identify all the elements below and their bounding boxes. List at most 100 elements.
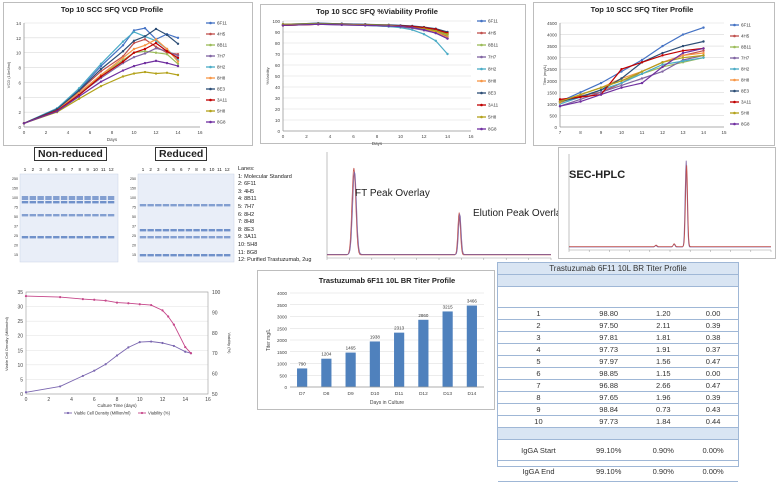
data-point bbox=[121, 40, 125, 43]
data-point bbox=[154, 27, 158, 31]
table-subtitle bbox=[498, 274, 738, 287]
control-row: IgGA Start 99.10% 0.90% 0.00% bbox=[498, 439, 738, 461]
x-tick-label: D13 bbox=[443, 391, 452, 397]
y-tick-label: 2000 bbox=[547, 79, 558, 84]
legend-label: 7H7 bbox=[741, 56, 750, 61]
data-point bbox=[681, 59, 685, 63]
x-tick-label: 0 bbox=[282, 134, 285, 139]
y2-tick-label: 80 bbox=[212, 331, 218, 337]
y-tick-label: 12 bbox=[16, 36, 22, 41]
data-point bbox=[104, 299, 107, 302]
gel-band bbox=[53, 201, 60, 204]
gel-band bbox=[29, 196, 37, 200]
mw-marker-label: 25 bbox=[132, 234, 136, 238]
data-point bbox=[661, 63, 664, 66]
x-tick-label: 10 bbox=[619, 130, 625, 135]
data-point bbox=[143, 52, 147, 55]
mw-marker-label: 250 bbox=[130, 177, 136, 181]
gel-band bbox=[162, 204, 170, 207]
data-point bbox=[99, 64, 103, 68]
gel-band bbox=[100, 196, 107, 200]
gel-band bbox=[201, 204, 208, 207]
sds-page-panel: Non-reduced Reduced 1 2 3 4 5 6 7 8 9 10 11 12 250 15… bbox=[2, 146, 314, 264]
x-tick-label: 4 bbox=[67, 130, 70, 135]
lane-number: 3 bbox=[39, 167, 42, 172]
x-tick-label: 6 bbox=[93, 397, 96, 403]
x-tick-label: 0 bbox=[23, 130, 26, 135]
data-point bbox=[579, 98, 582, 101]
lane-legend-item: 5: 7H7 bbox=[238, 203, 255, 210]
table-cell: 97.73 bbox=[578, 415, 639, 428]
gel-band bbox=[92, 196, 99, 200]
y-tick-label: 1500 bbox=[547, 90, 558, 95]
legend-marker bbox=[733, 56, 736, 60]
legend-label: 8H8 bbox=[741, 78, 750, 83]
data-point bbox=[681, 54, 685, 57]
gel-band bbox=[178, 204, 185, 207]
legend-label: 8H8 bbox=[217, 76, 226, 81]
chart-title: Top 10 SCC SFQ VCD Profile bbox=[61, 5, 163, 14]
legend-label: 8H2 bbox=[488, 67, 497, 72]
data-point bbox=[161, 341, 164, 345]
gel-band bbox=[45, 196, 52, 200]
gel-band bbox=[216, 229, 223, 232]
gel-band bbox=[29, 214, 37, 217]
y-tick-label: 2500 bbox=[547, 67, 558, 72]
gel-band bbox=[100, 236, 107, 239]
gel-band bbox=[76, 236, 83, 239]
data-point bbox=[599, 88, 603, 92]
data-point bbox=[640, 81, 644, 85]
data-point bbox=[446, 52, 449, 56]
x-tick-label: 2 bbox=[45, 130, 48, 135]
legend-label: 8H2 bbox=[741, 67, 750, 72]
data-point bbox=[115, 301, 119, 304]
y-tick-label: 30 bbox=[17, 305, 23, 311]
data-point bbox=[154, 41, 158, 45]
lane-number: 8 bbox=[79, 167, 82, 172]
y-axis-label: VCD (10e6/ml) bbox=[6, 61, 11, 88]
table-cell: 97.65 bbox=[578, 391, 639, 404]
data-point bbox=[702, 40, 705, 43]
table-cell: 7 bbox=[498, 379, 579, 392]
data-point bbox=[143, 50, 147, 53]
data-point bbox=[184, 345, 187, 349]
x-tick-label: 2 bbox=[47, 397, 50, 403]
table-cell: 3 bbox=[498, 331, 579, 344]
gel-band bbox=[162, 236, 170, 239]
lane-number: 5 bbox=[172, 167, 175, 172]
y-tick-label: 50 bbox=[275, 74, 281, 79]
x-tick-label: D9 bbox=[348, 391, 354, 397]
legend-label: 5H8 bbox=[488, 115, 497, 120]
gel-band bbox=[68, 236, 76, 239]
chromatogram-trace bbox=[327, 171, 551, 255]
gel-band bbox=[139, 204, 147, 207]
data-point bbox=[422, 28, 426, 31]
mw-marker-label: 75 bbox=[132, 206, 136, 210]
data-point bbox=[640, 77, 644, 80]
table-cell: 1.15 bbox=[638, 367, 689, 380]
chart-title: Trastuzumab 6F11 10L BR Titer Profile bbox=[319, 276, 455, 285]
table-cell: 0.38 bbox=[688, 331, 738, 344]
y-tick-label: 20 bbox=[17, 334, 23, 340]
x-tick-label: 8 bbox=[111, 130, 114, 135]
y2-tick-label: 70 bbox=[212, 351, 218, 357]
x-tick-label: 14 bbox=[701, 130, 707, 135]
y-tick-label: 4 bbox=[18, 95, 21, 100]
data-point bbox=[22, 122, 26, 125]
series-line bbox=[559, 47, 704, 107]
table-cell: 4 bbox=[498, 343, 579, 356]
data-point bbox=[434, 31, 437, 35]
gel-band bbox=[21, 196, 29, 200]
gel-band bbox=[147, 229, 154, 232]
lane-number: 10 bbox=[93, 167, 99, 172]
data-point bbox=[681, 56, 685, 59]
legend-marker bbox=[209, 98, 212, 102]
x-tick-label: 0 bbox=[25, 397, 28, 403]
data-point bbox=[620, 81, 623, 85]
gel-band bbox=[60, 196, 68, 200]
y-tick-label: 3000 bbox=[277, 315, 288, 320]
y-axis-label: %Viability bbox=[265, 67, 270, 84]
gel-band bbox=[178, 254, 185, 257]
data-point bbox=[161, 309, 164, 312]
